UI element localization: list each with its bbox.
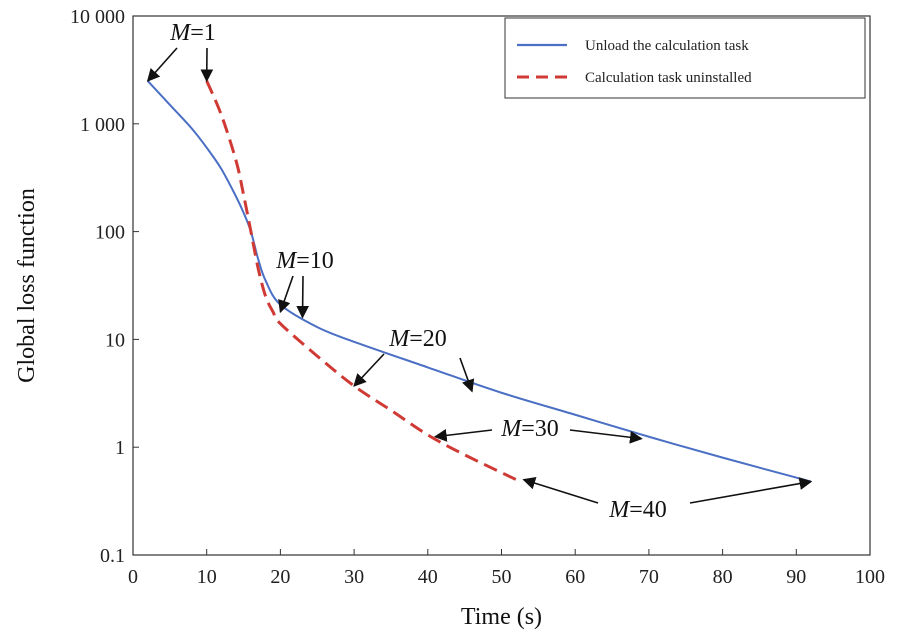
- legend-label-unload: Unload the calculation task: [585, 38, 749, 54]
- legend: Unload the calculation task Calculation …: [504, 17, 866, 99]
- y-tick-label: 10 000: [70, 6, 125, 28]
- x-tick-label: 0: [128, 566, 138, 588]
- x-tick-label: 30: [344, 566, 364, 588]
- legend-box: [504, 17, 866, 99]
- ticks: 0 10 20 30 40 50 60 70 80 90 100 0.1 1 10 100 1 000 10 0…: [70, 6, 885, 588]
- annotation-arrow: [689, 477, 813, 504]
- x-tick-label: 60: [565, 566, 585, 588]
- x-tick-label: 90: [786, 566, 806, 588]
- x-tick-label: 40: [418, 566, 438, 588]
- annotation-arrow: [569, 429, 643, 444]
- y-tick-label: 100: [95, 222, 125, 244]
- annotation-arrow: [353, 353, 385, 387]
- x-tick-label: 10: [197, 566, 217, 588]
- series-line-unload: [147, 80, 812, 483]
- series-layer: [147, 80, 812, 483]
- annotations: M=1 M=10 M=20 M=30 M=40: [146, 20, 813, 523]
- annotation-arrow: [433, 429, 493, 442]
- annotation-arrow: [522, 476, 599, 504]
- x-tick-label: 50: [492, 566, 512, 588]
- y-tick-label: 0.1: [100, 545, 125, 567]
- x-axis-label: Time (s): [461, 604, 542, 630]
- y-tick-label: 1: [115, 437, 125, 459]
- x-tick-label: 100: [855, 566, 885, 588]
- annotation-label: M=10: [275, 248, 334, 274]
- y-tick-label: 10: [105, 329, 125, 351]
- annotation-label: M=20: [388, 326, 447, 352]
- annotation-arrow: [459, 357, 475, 393]
- series-line-uninstalled: [205, 80, 517, 482]
- x-tick-label: 20: [270, 566, 290, 588]
- y-tick-label: 1 000: [80, 114, 125, 136]
- x-tick-label: 70: [639, 566, 659, 588]
- y-axis-label: Global loss function: [14, 188, 40, 383]
- annotation-label: M=1: [169, 20, 216, 46]
- annotation-arrow: [146, 47, 178, 82]
- x-tick-label: 80: [713, 566, 733, 588]
- annotation-label: M=40: [608, 497, 667, 523]
- legend-label-uninstalled: Calculation task uninstalled: [585, 70, 752, 86]
- annotation-arrow: [278, 275, 294, 314]
- annotation-label: M=30: [500, 416, 559, 442]
